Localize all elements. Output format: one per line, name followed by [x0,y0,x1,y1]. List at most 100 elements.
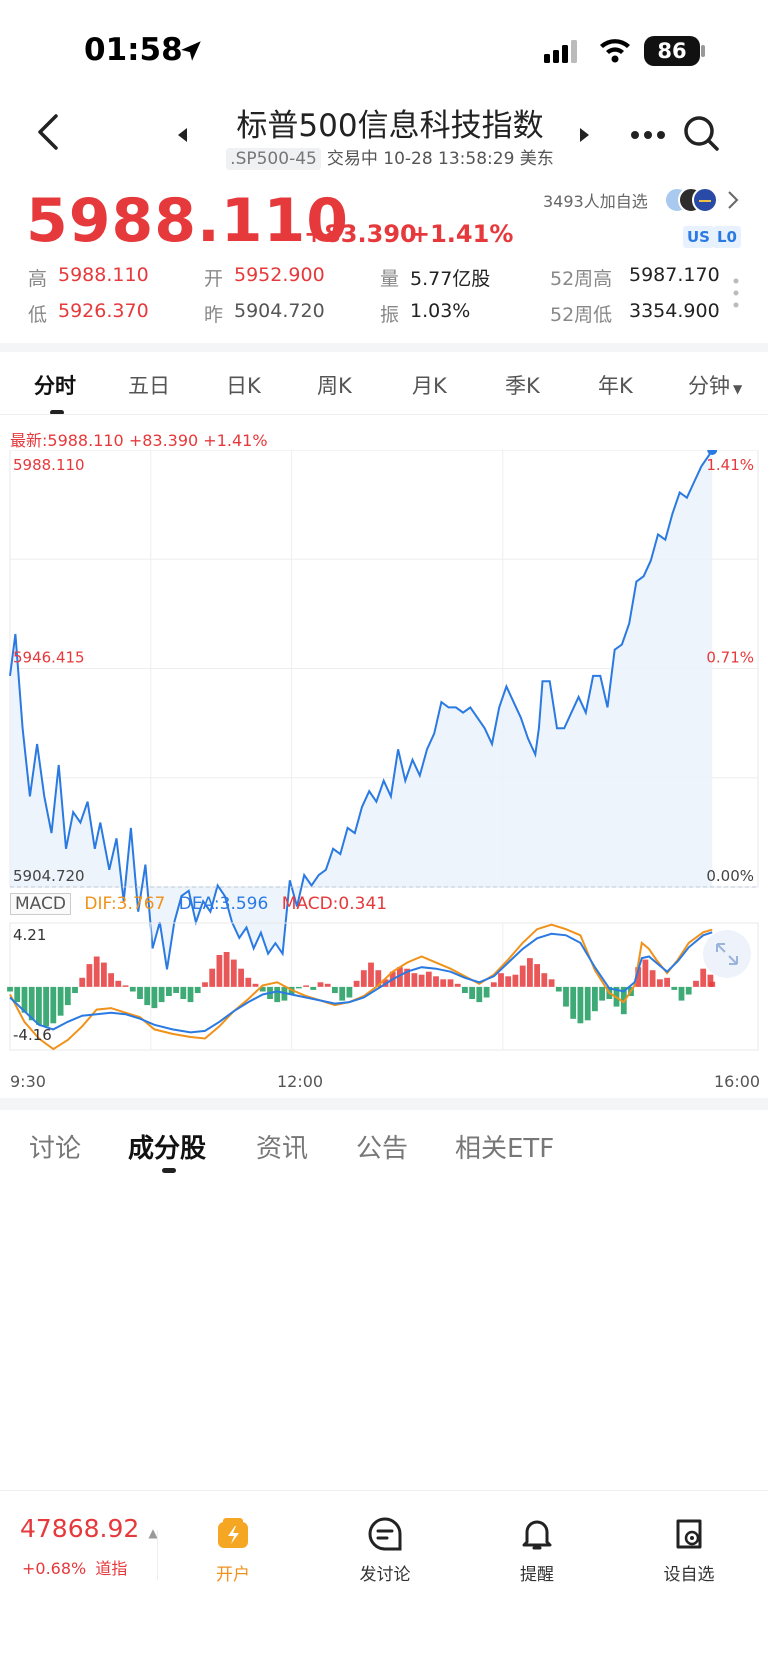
macd-bar [397,967,403,987]
macd-bar [592,986,598,1012]
macd-bar [129,986,136,992]
macd-bar [425,971,432,987]
dow-value: 47868.92 [20,1514,140,1543]
macd-bar [14,986,21,1003]
macd-bar [173,986,179,993]
back-icon[interactable] [34,112,64,156]
stat-value-high: 5988.110 [58,264,149,286]
macd-bar [252,983,259,987]
dow-change: +0.68% 道指 [22,1555,127,1579]
tab-5day[interactable]: 五日 [128,374,170,398]
add-watchlist-icon [676,1519,702,1549]
prev-index-icon[interactable] [178,128,187,142]
macd-bar [411,973,418,987]
stat-label-52w-high: 52周高 [550,268,613,290]
macd-bar [303,985,309,987]
macd-bar [462,986,468,993]
macd-bar [230,959,237,987]
section-divider-2 [0,1098,768,1110]
search-icon[interactable] [682,114,722,158]
macd-bar [295,986,302,989]
bottom-bar-divider [0,1490,768,1491]
macd-bar [548,979,555,987]
macd-expand-icon[interactable] [703,930,751,978]
macd-bar [700,968,707,987]
macd-bar [166,986,172,996]
stat-label-52w-low: 52周低 [550,304,613,326]
tab-constituents[interactable]: 成分股 [128,1134,207,1164]
tabs-divider [0,414,768,415]
last-price-dot [707,450,718,455]
macd-bar [223,952,230,987]
macd-bar [512,974,519,987]
expand-stats-icon[interactable] [733,278,739,312]
macd-bar [570,986,577,1019]
macd-bar [101,962,107,987]
battery-indicator: 86 [644,36,700,66]
level-badge: L0 [713,226,741,248]
nav-open-account[interactable]: 开户 [188,1516,278,1585]
stat-value-amplitude: 1.03% [410,300,471,322]
bell-icon [522,1520,552,1550]
watcher-count[interactable]: 3493人加自选 [543,192,648,211]
x-label-close: 16:00 [714,1072,761,1091]
stat-label-volume: 量 [380,268,400,290]
trading-status: 交易中 10-28 13:58:29 美东 [326,149,554,169]
macd-indicator-switch[interactable]: MACD [10,893,71,915]
macd-bar [317,982,324,987]
tab-monthly-k[interactable]: 月K [412,374,447,398]
macd-bar [577,986,584,1024]
tab-daily-k[interactable]: 日K [226,374,261,398]
tab-news[interactable]: 资讯 [256,1134,309,1164]
macd-bar [490,982,497,987]
legend-dif: DIF:3.767 [84,894,166,914]
stat-value-open: 5952.900 [234,264,325,286]
macd-bar [245,977,252,987]
macd-bar [649,970,656,987]
tab-announcements[interactable]: 公告 [356,1134,409,1164]
macd-bar [108,973,114,987]
macd-panel-frame [9,922,759,1051]
macd-bar [657,979,663,987]
macd-bar [519,965,526,987]
x-label-open: 9:30 [10,1072,46,1091]
macd-bar [368,962,374,987]
macd-bar [93,956,100,987]
legend-macd: MACD:0.341 [281,894,388,914]
y-tick-right-bottom: 0.00% [706,867,754,885]
y-tick-right-mid: 0.71% [706,649,754,667]
macd-bar [433,976,439,987]
nav-add-watchlist[interactable]: 设自选 [644,1516,734,1585]
y-tick-left-bottom: 5904.720 [13,867,85,885]
nav-post-discussion[interactable]: 发讨论 [340,1516,430,1585]
macd-bar [137,986,143,999]
stat-label-low: 低 [28,304,48,326]
tab-weekly-k[interactable]: 周K [317,374,352,398]
macd-bar [418,974,425,987]
macd-bar [635,967,642,987]
tab-related-etf[interactable]: 相关ETF [455,1134,555,1164]
macd-bar [534,964,540,987]
macd-bar [671,986,678,990]
next-index-icon[interactable] [580,128,589,142]
tab-intraday[interactable]: 分时 [34,374,76,398]
more-icon[interactable] [630,125,666,144]
location-arrow-icon [178,38,204,68]
watcher-avatars[interactable] [663,186,719,218]
chevron-right-icon[interactable] [727,190,739,214]
macd-bar [693,980,699,987]
intraday-chart[interactable]: 5988.110 5946.415 5904.720 1.41% 0.71% 0… [0,450,768,1072]
macd-bar [151,986,158,1009]
macd-bar [79,977,86,987]
macd-bar [43,986,49,1027]
tab-quarterly-k[interactable]: 季K [505,374,540,398]
macd-bar [158,986,165,1003]
index-code: .SP500-45 [226,148,321,170]
macd-bar [527,958,533,987]
dow-ticker[interactable]: 47868.92 ▲ [20,1514,158,1543]
nav-add-watchlist-label: 设自选 [663,1565,715,1585]
tab-yearly-k[interactable]: 年K [598,374,633,398]
nav-alert[interactable]: 提醒 [492,1516,582,1585]
tab-discussion[interactable]: 讨论 [29,1134,82,1164]
tab-minute[interactable]: 分钟 ▼ [688,370,742,400]
